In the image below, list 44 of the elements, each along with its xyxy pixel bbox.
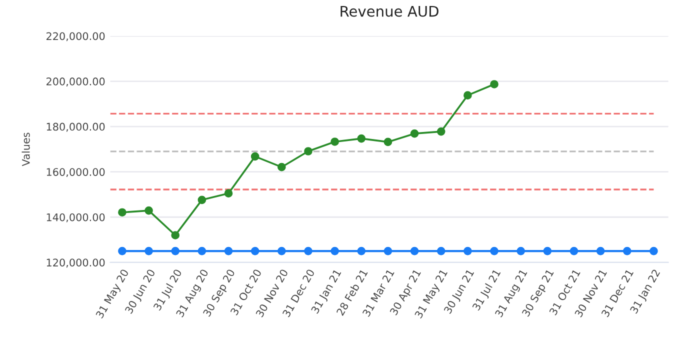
y-tick-label: 120,000.00 (46, 258, 105, 268)
point (650, 246, 658, 256)
point (436, 127, 446, 136)
y-tick-label: 200,000.00 (46, 78, 105, 86)
point (543, 246, 552, 256)
point (436, 246, 446, 256)
point (384, 246, 392, 256)
y-axis-title: Values (22, 132, 30, 166)
point (464, 246, 472, 256)
y-tick-label: 180,000.00 (46, 122, 105, 132)
point (250, 152, 260, 161)
point (144, 206, 153, 215)
point (304, 246, 312, 256)
point (357, 246, 366, 256)
point (330, 138, 339, 146)
point (596, 246, 605, 256)
point (304, 147, 312, 156)
point (490, 80, 498, 88)
point (516, 246, 525, 256)
y-tick-label: 160,000.00 (46, 168, 105, 178)
point (464, 91, 472, 100)
point (171, 246, 180, 256)
point (198, 196, 206, 204)
y-tick-label: 140,000.00 (46, 213, 105, 222)
point (570, 246, 578, 256)
point (357, 134, 366, 143)
point (410, 246, 419, 256)
point (250, 246, 260, 256)
point (118, 208, 126, 217)
point (198, 246, 206, 256)
point (277, 162, 286, 172)
point (224, 189, 233, 198)
point (118, 246, 126, 256)
point (224, 246, 233, 256)
point (144, 246, 153, 256)
point (277, 246, 286, 256)
y-tick-label: 220,000.00 (46, 32, 105, 42)
chart-title: Revenue AUD (340, 6, 438, 17)
point (384, 138, 392, 146)
point (171, 231, 180, 240)
point (330, 246, 339, 256)
point (410, 129, 419, 138)
point (622, 246, 632, 256)
point (490, 246, 498, 256)
